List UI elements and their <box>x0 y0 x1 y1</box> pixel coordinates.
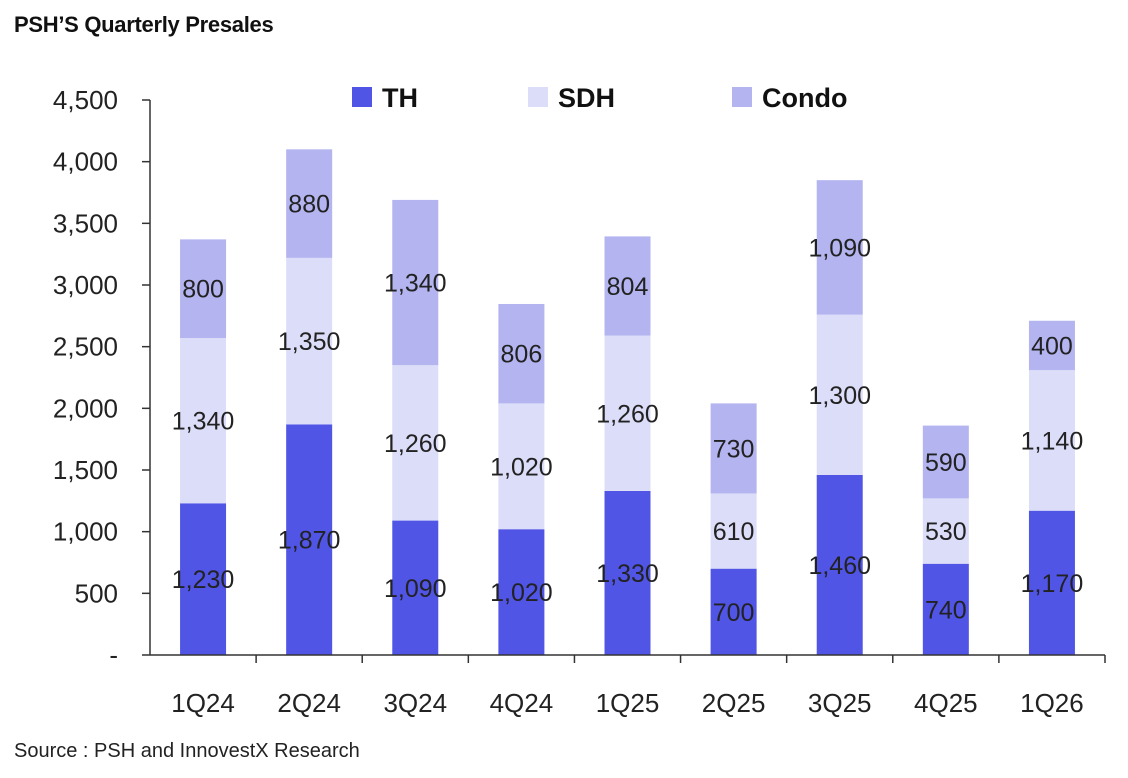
y-tick-label: 3,500 <box>53 208 118 238</box>
x-tick-label: 2Q24 <box>277 688 341 718</box>
data-label: 1,340 <box>172 408 235 436</box>
data-label: 1,140 <box>1021 427 1084 455</box>
data-label: 1,350 <box>278 328 341 356</box>
x-tick-label: 3Q24 <box>383 688 447 718</box>
bar-labels: 1,230 1,340 800 1,870 1,350 880 1,090 1,260 1,34… <box>172 191 1083 627</box>
bar-th-2q24 <box>286 424 333 655</box>
data-label: 1,020 <box>490 453 553 481</box>
bar-condo-1q25 <box>604 236 651 336</box>
data-label: 1,870 <box>278 527 341 555</box>
legend-swatch-condo <box>732 87 752 107</box>
bar-sdh-1q24 <box>180 338 227 504</box>
bar-th-1q26 <box>1028 510 1075 655</box>
data-label: 1,090 <box>808 234 871 262</box>
y-tick-label: 2,500 <box>53 332 118 362</box>
bar-sdh-3q25 <box>816 314 863 475</box>
data-label: 1,300 <box>808 382 871 410</box>
data-label: 610 <box>713 518 755 546</box>
bar-sdh-2q24 <box>286 257 333 425</box>
data-label: 400 <box>1031 332 1073 360</box>
bar-th-1q25 <box>604 490 651 655</box>
bar-sdh-4q24 <box>498 403 545 530</box>
bar-condo-4q24 <box>498 303 545 404</box>
bar-th-4q25 <box>922 563 969 655</box>
data-label: 730 <box>713 435 755 463</box>
bar-condo-1q24 <box>180 239 227 339</box>
data-label: 1,340 <box>384 270 447 298</box>
y-tick-label: 3,000 <box>53 270 118 300</box>
legend-swatch-th <box>352 87 372 107</box>
chart-title: PSH’S Quarterly Presales <box>14 12 274 37</box>
legend-label-th: TH <box>382 83 418 113</box>
axes: 1Q24 2Q24 3Q24 4Q24 1Q25 2Q25 3Q25 4Q25 1Q26 - 500… <box>53 85 1106 718</box>
legend-swatch-sdh <box>528 87 548 107</box>
bar-sdh-1q26 <box>1028 370 1075 511</box>
y-tick-label: 1,000 <box>53 517 118 547</box>
data-label: 700 <box>713 599 755 627</box>
data-label: 1,170 <box>1021 570 1084 598</box>
bars <box>180 149 1075 655</box>
y-tick-label: 1,500 <box>53 455 118 485</box>
y-tick-label: 500 <box>75 578 118 608</box>
bar-condo-3q24 <box>392 199 439 366</box>
data-label: 740 <box>925 596 967 624</box>
data-label: 1,260 <box>596 400 659 428</box>
bar-sdh-2q25 <box>710 493 757 569</box>
x-tick-label: 2Q25 <box>702 688 766 718</box>
bar-condo-3q25 <box>816 180 863 315</box>
x-tick-label: 4Q24 <box>490 688 554 718</box>
data-label: 1,330 <box>596 560 659 588</box>
y-tick-label: 2,000 <box>53 393 118 423</box>
x-tick-label: 1Q26 <box>1020 688 1084 718</box>
legend: TH SDH Condo <box>352 83 847 113</box>
bar-th-1q24 <box>180 503 227 655</box>
data-label: 1,260 <box>384 430 447 458</box>
bar-th-3q25 <box>816 474 863 655</box>
legend-label-sdh: SDH <box>558 83 615 113</box>
bar-condo-2q24 <box>286 149 333 258</box>
y-tick-label: 4,500 <box>53 85 118 115</box>
stacked-bar-chart: TH SDH Condo 1,230 1,340 800 1,870 1,350 880 1,0… <box>53 83 1106 718</box>
bar-sdh-1q25 <box>604 335 651 491</box>
legend-label-condo: Condo <box>762 83 847 113</box>
data-label: 1,090 <box>384 575 447 603</box>
source-note: Source : PSH and InnovestX Research <box>14 740 360 762</box>
data-label: 530 <box>925 518 967 546</box>
data-label: 1,460 <box>808 552 871 580</box>
bar-th-2q25 <box>710 568 757 655</box>
data-label: 880 <box>288 191 330 219</box>
bar-condo-4q25 <box>922 425 969 499</box>
data-label: 804 <box>607 273 649 301</box>
bar-condo-2q25 <box>710 403 757 494</box>
bar-th-4q24 <box>498 529 545 655</box>
x-tick-label: 4Q25 <box>914 688 978 718</box>
bar-sdh-4q25 <box>922 498 969 564</box>
bar-th-3q24 <box>392 520 439 655</box>
data-label: 806 <box>501 341 543 369</box>
data-label: 1,020 <box>490 579 553 607</box>
y-tick-label: 4,000 <box>53 147 118 177</box>
data-label: 590 <box>925 449 967 477</box>
x-tick-label: 1Q25 <box>596 688 660 718</box>
x-tick-label: 3Q25 <box>808 688 872 718</box>
bar-condo-1q26 <box>1028 320 1075 371</box>
bar-sdh-3q24 <box>392 365 439 521</box>
data-label: 1,230 <box>172 566 235 594</box>
data-label: 800 <box>182 276 224 304</box>
y-tick-label: - <box>109 640 118 670</box>
x-tick-label: 1Q24 <box>171 688 235 718</box>
